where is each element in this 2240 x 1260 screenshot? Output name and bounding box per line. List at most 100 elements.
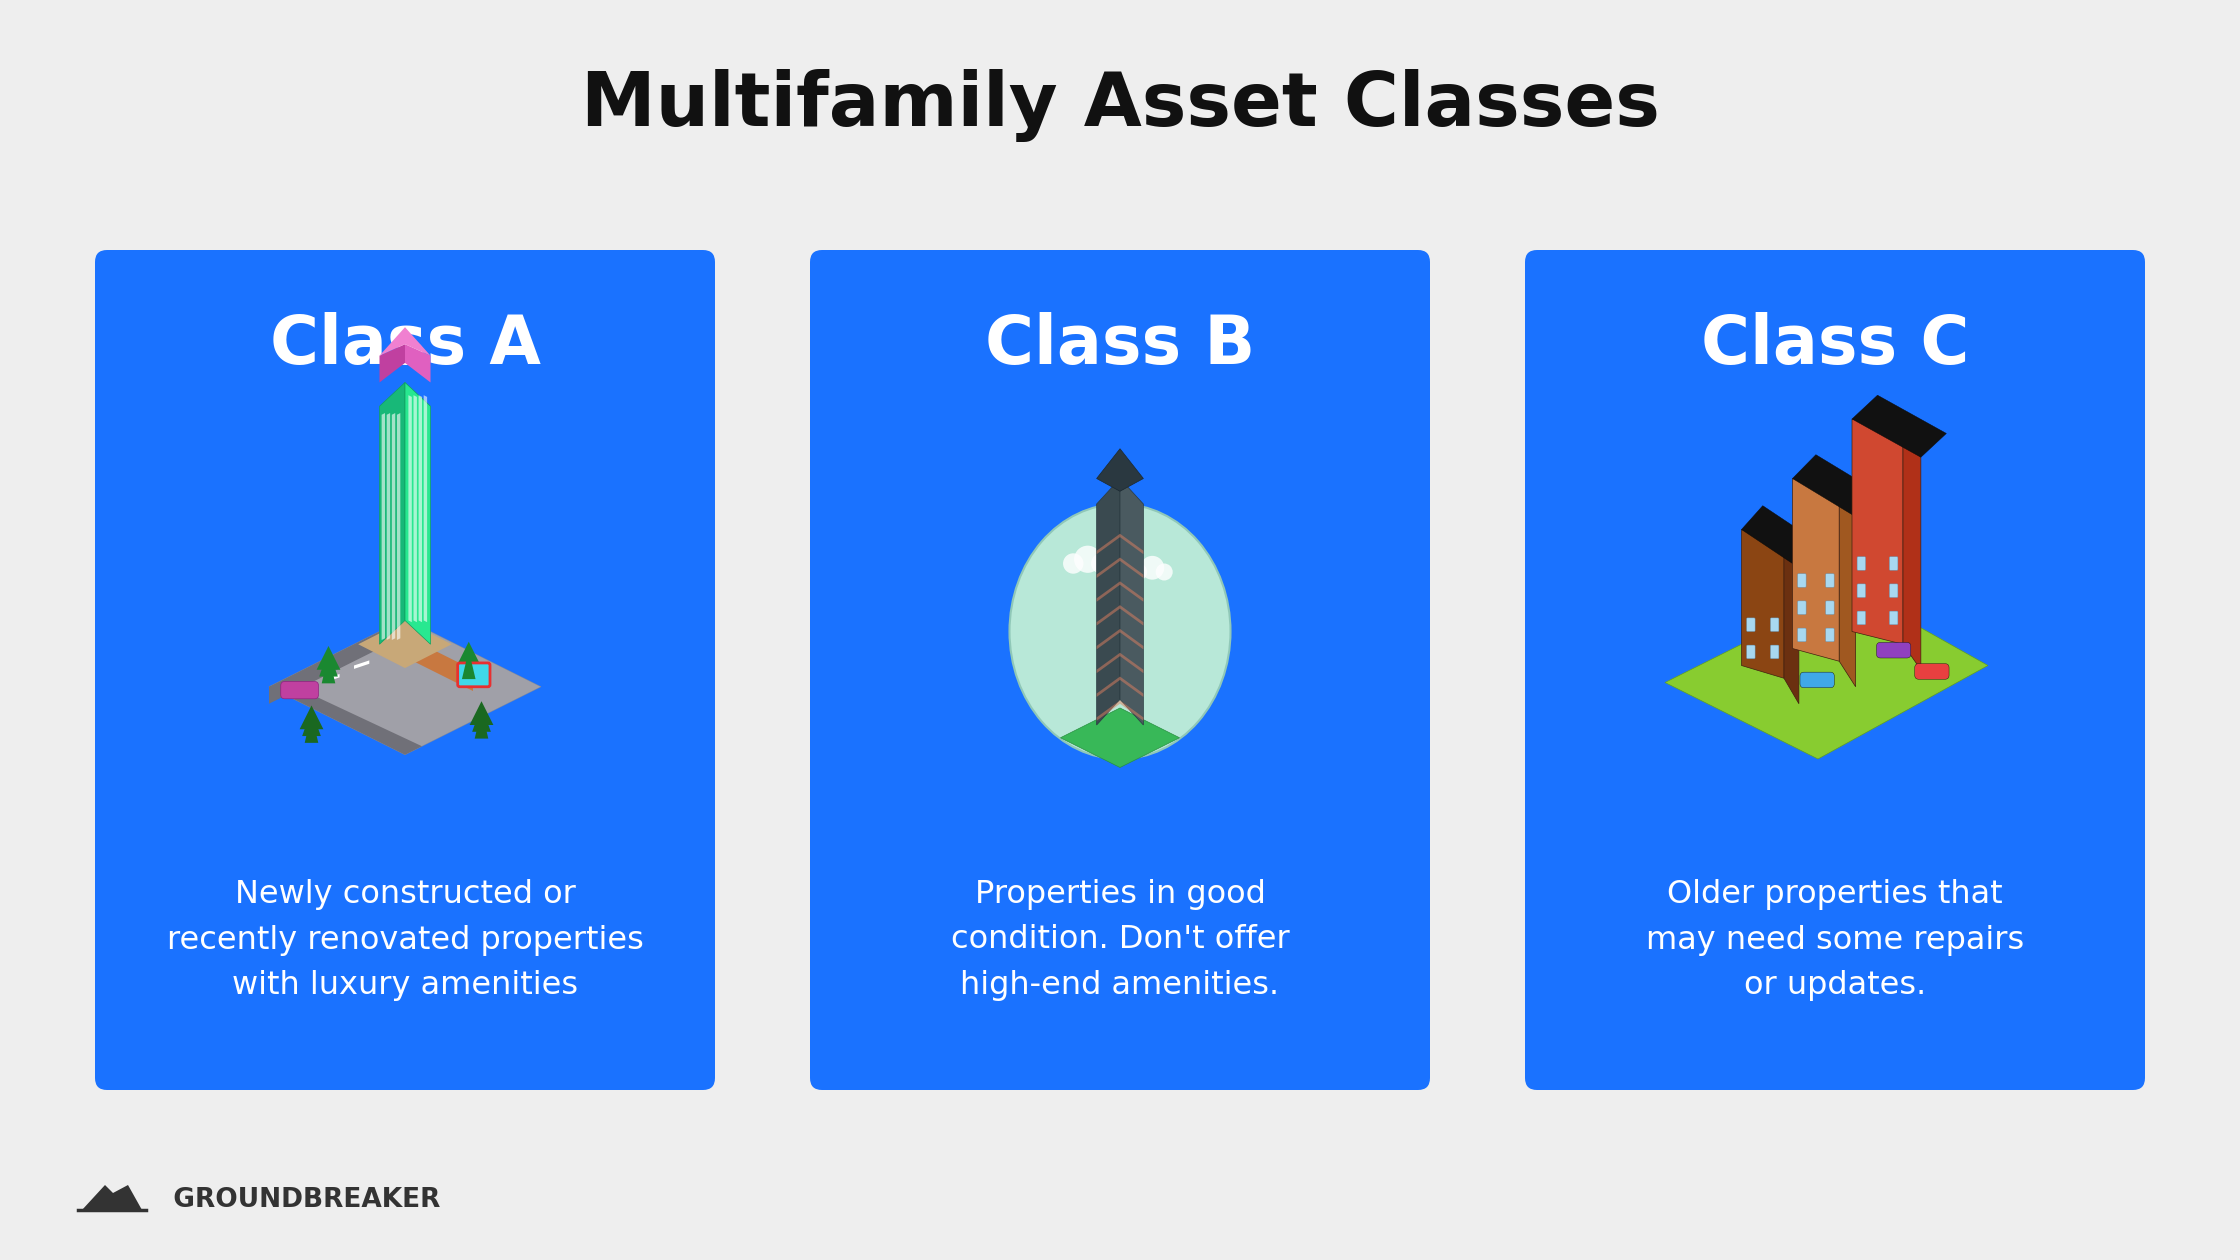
Polygon shape	[379, 383, 405, 644]
Polygon shape	[269, 627, 388, 704]
Polygon shape	[1060, 708, 1180, 767]
Polygon shape	[354, 660, 370, 669]
Circle shape	[1075, 546, 1102, 573]
Text: Multifamily Asset Classes: Multifamily Asset Classes	[580, 68, 1660, 141]
FancyBboxPatch shape	[1888, 557, 1897, 571]
FancyBboxPatch shape	[1877, 643, 1911, 658]
Polygon shape	[358, 620, 452, 668]
Polygon shape	[318, 650, 338, 677]
Polygon shape	[405, 344, 430, 383]
Polygon shape	[1098, 534, 1120, 554]
FancyBboxPatch shape	[1826, 573, 1835, 587]
Text: Class A: Class A	[269, 312, 540, 378]
FancyBboxPatch shape	[1888, 611, 1897, 625]
FancyBboxPatch shape	[94, 249, 715, 1090]
FancyBboxPatch shape	[1796, 573, 1805, 587]
Circle shape	[1064, 553, 1084, 573]
Polygon shape	[388, 413, 390, 640]
Polygon shape	[408, 396, 412, 622]
Polygon shape	[1098, 479, 1120, 724]
FancyBboxPatch shape	[1747, 645, 1756, 659]
Polygon shape	[1740, 529, 1783, 678]
Polygon shape	[305, 714, 318, 743]
Polygon shape	[1792, 455, 1879, 517]
Polygon shape	[325, 674, 340, 683]
FancyBboxPatch shape	[1857, 611, 1866, 625]
Polygon shape	[1792, 479, 1839, 662]
Circle shape	[1140, 556, 1165, 580]
FancyBboxPatch shape	[1857, 557, 1866, 571]
Polygon shape	[392, 413, 394, 640]
Polygon shape	[475, 709, 488, 738]
Polygon shape	[1904, 432, 1922, 670]
Polygon shape	[470, 702, 493, 724]
Circle shape	[1091, 553, 1111, 573]
Polygon shape	[1098, 653, 1120, 673]
Polygon shape	[459, 646, 477, 673]
Text: GROUNDBREAKER: GROUNDBREAKER	[155, 1187, 441, 1213]
Polygon shape	[302, 709, 320, 736]
Polygon shape	[473, 706, 491, 732]
Polygon shape	[405, 383, 430, 644]
FancyBboxPatch shape	[1796, 627, 1805, 641]
Polygon shape	[457, 641, 482, 665]
Polygon shape	[1120, 605, 1142, 625]
Circle shape	[1131, 563, 1147, 581]
Polygon shape	[83, 1184, 141, 1210]
Circle shape	[1156, 563, 1174, 581]
FancyBboxPatch shape	[1525, 249, 2146, 1090]
Polygon shape	[1120, 479, 1142, 724]
Polygon shape	[316, 646, 340, 670]
Polygon shape	[1120, 677, 1142, 697]
Polygon shape	[1120, 534, 1142, 554]
Polygon shape	[1852, 420, 1904, 644]
Polygon shape	[388, 627, 473, 690]
Text: Older properties that
may need some repairs
or updates.: Older properties that may need some repa…	[1646, 879, 2025, 1000]
FancyBboxPatch shape	[1826, 627, 1835, 641]
Polygon shape	[323, 654, 336, 683]
Polygon shape	[414, 396, 417, 622]
Polygon shape	[1098, 629, 1120, 649]
FancyBboxPatch shape	[1796, 601, 1805, 615]
Polygon shape	[396, 413, 401, 640]
Ellipse shape	[1010, 504, 1230, 759]
Polygon shape	[379, 344, 405, 383]
FancyBboxPatch shape	[1770, 617, 1779, 631]
FancyBboxPatch shape	[1857, 583, 1866, 597]
Text: Newly constructed or
recently renovated properties
with luxury amenities: Newly constructed or recently renovated …	[166, 879, 643, 1000]
Polygon shape	[1120, 581, 1142, 602]
Polygon shape	[1852, 396, 1947, 457]
FancyBboxPatch shape	[1747, 617, 1756, 631]
FancyBboxPatch shape	[1801, 672, 1835, 688]
Polygon shape	[293, 688, 309, 696]
Polygon shape	[1098, 605, 1120, 625]
FancyBboxPatch shape	[457, 663, 491, 687]
Polygon shape	[1664, 588, 1989, 759]
FancyBboxPatch shape	[811, 249, 1429, 1090]
Text: Class B: Class B	[986, 312, 1254, 378]
FancyBboxPatch shape	[280, 682, 318, 699]
Polygon shape	[423, 396, 428, 622]
Polygon shape	[1740, 505, 1821, 568]
Polygon shape	[1098, 701, 1120, 721]
FancyBboxPatch shape	[1770, 645, 1779, 659]
Polygon shape	[269, 683, 421, 755]
Polygon shape	[1120, 629, 1142, 649]
Polygon shape	[379, 328, 430, 355]
Polygon shape	[381, 413, 385, 640]
FancyBboxPatch shape	[1915, 664, 1949, 679]
Polygon shape	[1098, 449, 1142, 491]
Polygon shape	[300, 706, 323, 730]
FancyBboxPatch shape	[1888, 583, 1897, 597]
Polygon shape	[1783, 542, 1799, 704]
Polygon shape	[1839, 491, 1855, 687]
Polygon shape	[1098, 581, 1120, 602]
Text: Properties in good
condition. Don't offer
high-end amenities.: Properties in good condition. Don't offe…	[950, 879, 1290, 1000]
FancyBboxPatch shape	[1826, 601, 1835, 615]
Polygon shape	[1098, 677, 1120, 697]
Polygon shape	[419, 396, 421, 622]
Polygon shape	[461, 650, 475, 679]
Polygon shape	[1120, 653, 1142, 673]
Polygon shape	[269, 619, 542, 755]
Text: Class C: Class C	[1700, 312, 1969, 378]
